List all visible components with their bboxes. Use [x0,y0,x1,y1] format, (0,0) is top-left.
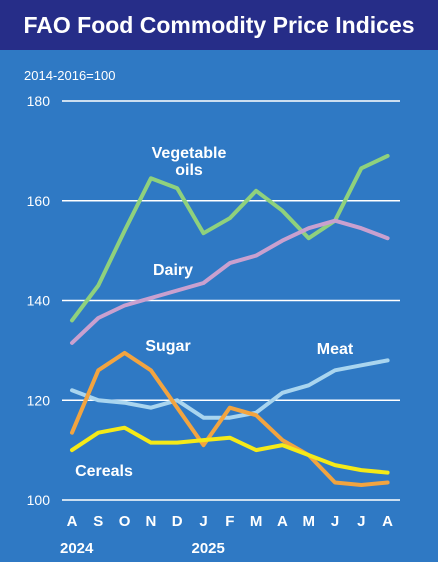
x-tick-label: O [119,513,131,530]
series-label: Sugar [145,338,190,355]
x-tick-label: S [93,513,103,530]
x-tick-label: A [382,513,393,530]
x-tick-label: D [172,513,183,530]
year-label: 2025 [192,540,225,557]
chart-subtitle: 2014-2016=100 [24,68,115,83]
x-tick-label: J [357,513,365,530]
x-tick-label: F [225,513,234,530]
series-line-cereals [70,425,390,475]
y-tick-label: 120 [27,392,51,408]
y-tick-labels: 100 120 140 160 180 [27,93,51,508]
series-label: oils [175,162,203,179]
series-label: Dairy [153,262,193,279]
x-tick-label: J [331,513,339,530]
y-tick-label: 160 [27,193,51,209]
series-label: Cereals [75,463,133,480]
series-label: Meat [317,341,354,358]
series-label: Vegetable [152,145,227,162]
year-labels: 2024 2025 [60,540,225,557]
series-lines [70,153,390,487]
series-line-vegetable-oils [70,153,390,323]
x-tick-label: N [145,513,156,530]
series-line-meat [70,358,390,420]
x-tick-label: M [250,513,263,530]
y-tick-label: 100 [27,492,51,508]
y-tick-label: 140 [27,293,51,309]
y-tick-label: 180 [27,93,51,109]
series-line-dairy [70,218,390,345]
x-tick-label: A [277,513,288,530]
chart-title: FAO Food Commodity Price Indices [0,0,438,50]
x-tick-label: J [199,513,207,530]
series-line-sugar [70,350,390,487]
x-tick-label: M [302,513,315,530]
year-label: 2024 [60,540,94,557]
x-tick-label: A [67,513,78,530]
